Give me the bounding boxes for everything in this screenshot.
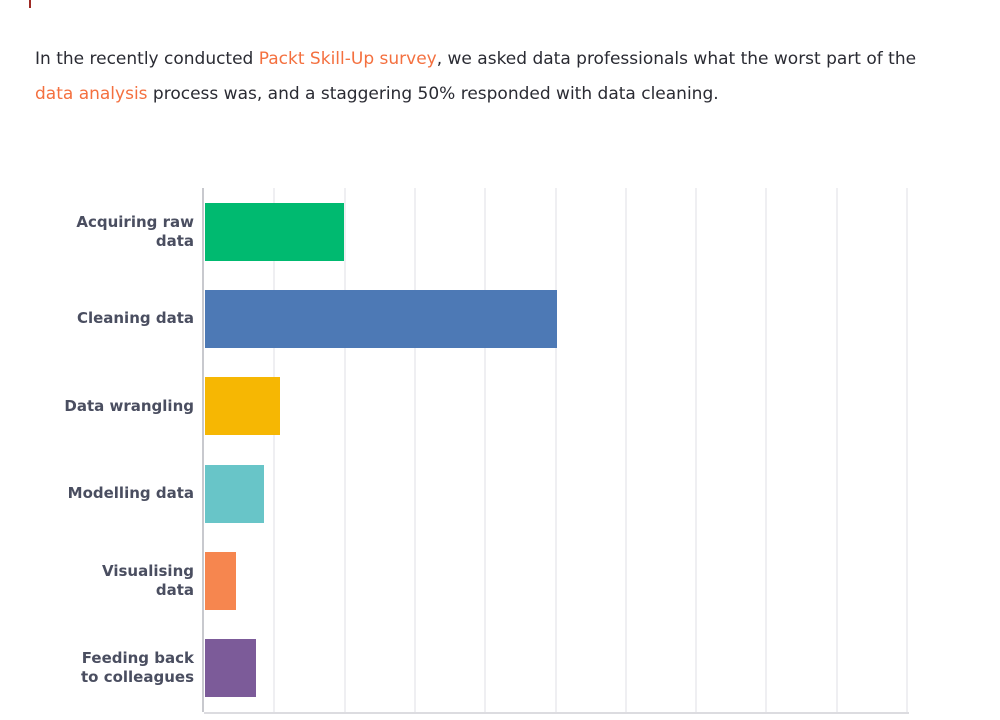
gridline [484,188,487,712]
category-label-line: Feeding back [81,649,194,668]
bar-acquiring-raw-data [205,202,345,261]
plot-area [202,188,909,714]
category-label-line: to colleagues [81,668,194,687]
category-label-feeding-back-to-colleagues: Feeding back to colleagues [0,625,199,712]
category-label-cleaning-data: Cleaning data [0,275,199,362]
text-caret-artifact [29,0,31,8]
category-label-acquiring-raw-data: Acquiring raw data [0,188,199,275]
gridline [835,188,838,712]
gridline [765,188,768,712]
intro-text-part2: , we asked data professionals what the w… [436,49,917,69]
bar-cleaning-data [205,290,557,348]
category-axis-labels: Acquiring raw data Cleaning data Data wrang… [0,188,204,712]
category-label-line: Data wrangling [64,396,194,415]
bar-visualising-data [205,552,236,610]
gridline [624,188,627,712]
gridline [554,188,557,712]
y-axis-line [202,188,204,712]
bar-data-wrangling [205,377,281,436]
category-label-line: data [155,231,194,250]
gridline [695,188,698,712]
link-data-analysis[interactable]: data analysis [35,84,148,104]
bar-modelling-data [205,464,265,523]
bar-feeding-back-to-colleagues [205,639,257,698]
category-label-line: Acquiring raw [76,212,194,231]
link-packt-skill-up-survey[interactable]: Packt Skill-Up survey [258,49,437,69]
gridline [273,188,276,712]
category-label-modelling-data: Modelling data [0,450,199,537]
intro-text-part3: process was, and a staggering 50% respon… [147,84,719,104]
category-label-visualising-data: Visualising data [0,537,199,624]
category-label-line: Cleaning data [76,309,194,328]
category-label-line: data [155,580,194,599]
gridline [413,188,416,712]
survey-bar-chart: Acquiring raw data Cleaning data Data wrang… [0,188,1000,714]
intro-text-part1: In the recently conducted [35,49,259,69]
x-axis-line [204,712,909,714]
category-label-line: Visualising [102,561,194,580]
intro-paragraph: In the recently conducted Packt Skill-Up… [35,42,930,112]
gridline [343,188,346,712]
category-label-data-wrangling: Data wrangling [0,363,199,450]
category-label-line: Modelling data [67,484,194,503]
gridline [906,188,908,712]
